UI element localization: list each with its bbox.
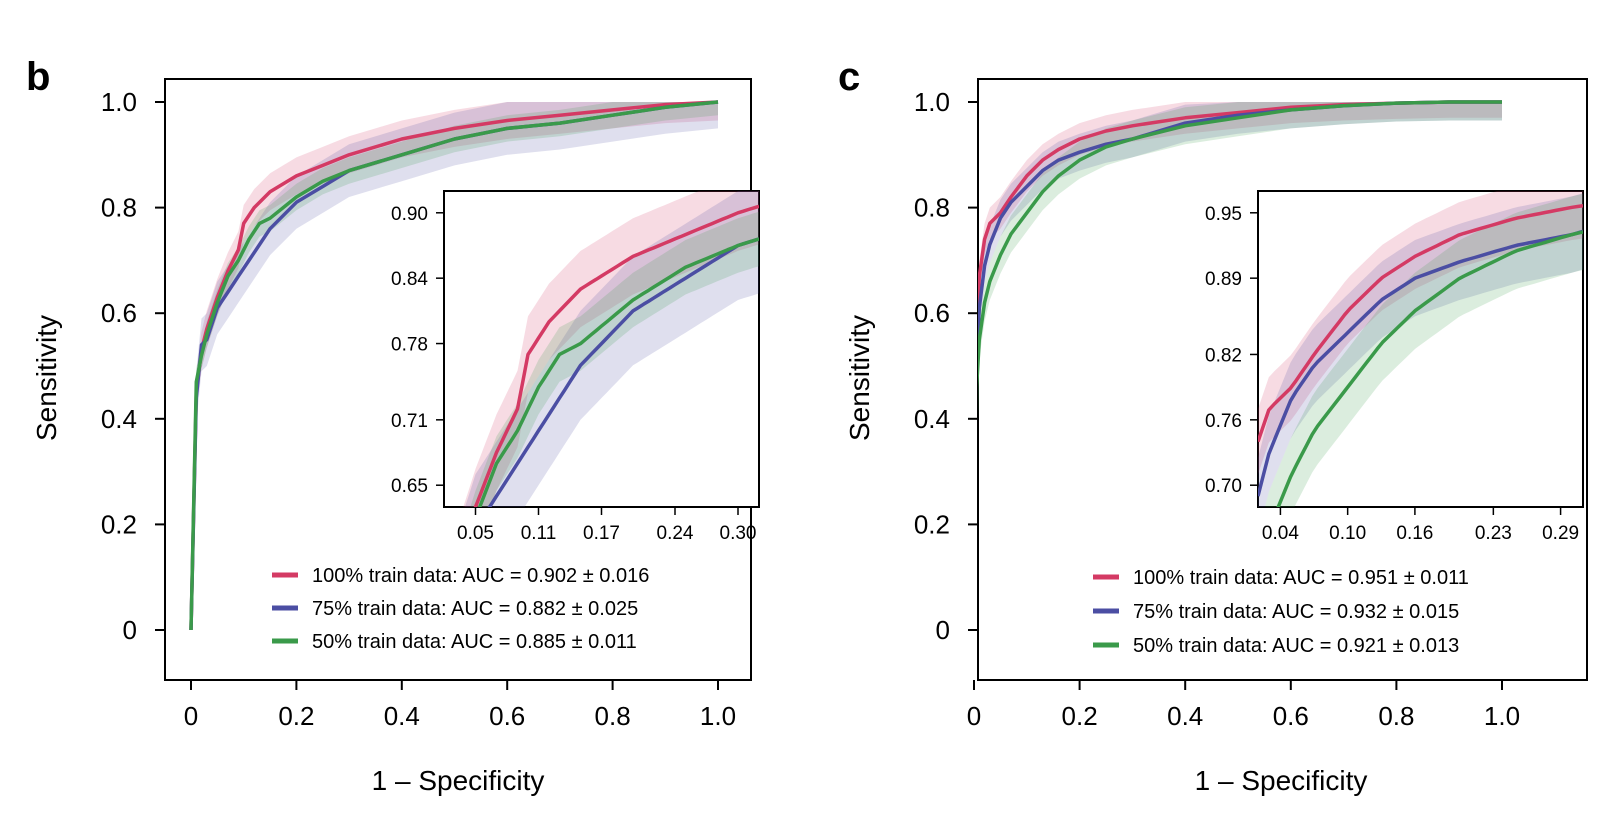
y-tick-label: 0	[123, 615, 137, 645]
inset-band-100-c	[1258, 191, 1583, 475]
inset-x-tick-label: 0.24	[657, 523, 694, 544]
inset-curves-c	[1258, 203, 1583, 507]
y-tick-label: 0.2	[101, 509, 137, 539]
x-tick-label: 1.0	[1484, 701, 1520, 731]
inset-y-tick-label: 0.95	[1205, 204, 1242, 225]
x-tick-label: 0	[184, 701, 198, 731]
panel-b: b 0 0.2 0.4 0.6 0.8 1.0 0 0.2 0.4 0.6 0.8 1.0 1 – …	[26, 55, 760, 796]
inset-line-75-c	[1258, 229, 1583, 497]
inset-x-ticks-b: 0.05 0.11 0.17 0.24 0.30	[457, 507, 756, 544]
legend-label-50-b: 50% train data: AUC = 0.885 ± 0.011	[312, 631, 637, 653]
x-tick-label: 0.4	[1167, 701, 1203, 731]
inset-curves-b	[473, 204, 759, 507]
inset-x-tick-label: 0.29	[1542, 523, 1579, 544]
inset-y-ticks-c: 0.70 0.76 0.82 0.89 0.95	[1205, 204, 1258, 497]
inset-line-50-b	[477, 237, 759, 507]
legend-label-75-b: 75% train data: AUC = 0.882 ± 0.025	[312, 598, 638, 620]
y-ticks-b: 0 0.2 0.4 0.6 0.8 1.0	[101, 87, 165, 645]
y-axis-label-b: Sensitivity	[31, 315, 62, 441]
y-tick-label: 0.8	[914, 193, 950, 223]
inset-y-tick-label: 0.82	[1205, 345, 1242, 366]
roc-curves-c	[978, 100, 1502, 420]
inset-x-tick-label: 0.17	[583, 523, 620, 544]
inset-y-tick-label: 0.84	[391, 269, 428, 290]
x-ticks-c: 0 0.2 0.4 0.6 0.8 1.0	[967, 680, 1520, 731]
x-tick-label: 0.8	[1378, 701, 1414, 731]
inset-line-50-c	[1276, 230, 1583, 507]
inset-y-tick-label: 0.89	[1205, 269, 1242, 290]
y-tick-label: 0.4	[101, 404, 137, 434]
x-tick-label: 0.6	[1273, 701, 1309, 731]
inset-band-100-b	[463, 191, 759, 507]
inset-x-ticks-c: 0.04 0.10 0.16 0.23 0.29	[1262, 507, 1579, 544]
legend-c: 100% train data: AUC = 0.951 ± 0.011 75%…	[1093, 567, 1469, 657]
x-tick-label: 0.6	[489, 701, 525, 731]
inset-y-tick-label: 0.90	[391, 204, 428, 225]
legend-label-75-c: 75% train data: AUC = 0.932 ± 0.015	[1133, 601, 1459, 623]
inset-y-tick-label: 0.71	[391, 411, 428, 432]
inset-band-50-b	[470, 211, 759, 507]
y-tick-label: 0.8	[101, 193, 137, 223]
inset-line-100-b	[473, 204, 759, 507]
legend-label-100-c: 100% train data: AUC = 0.951 ± 0.011	[1133, 567, 1469, 589]
y-tick-label: 1.0	[914, 87, 950, 117]
panel-letter-b: b	[26, 55, 50, 99]
inset-x-tick-label: 0.16	[1396, 523, 1433, 544]
roc-line-50-c	[978, 100, 1502, 420]
inset-band-50-c	[1264, 193, 1583, 507]
inset-x-tick-label: 0.10	[1329, 523, 1366, 544]
inset-y-tick-label: 0.76	[1205, 411, 1242, 432]
inset-y-tick-label: 0.70	[1205, 476, 1242, 497]
inset-band-75-c	[1258, 193, 1583, 507]
roc-curves-b	[189, 100, 719, 631]
y-ticks-c: 0 0.2 0.4 0.6 0.8 1.0	[914, 87, 978, 645]
inset-x-tick-label: 0.23	[1475, 523, 1512, 544]
y-tick-label: 1.0	[101, 87, 137, 117]
roc-line-50-b	[189, 100, 719, 631]
legend-label-100-b: 100% train data: AUC = 0.902 ± 0.016	[312, 565, 649, 587]
x-ticks-b: 0 0.2 0.4 0.6 0.8 1.0	[184, 680, 736, 731]
x-tick-label: 0.2	[278, 701, 314, 731]
y-axis-label-c: Sensitivity	[844, 315, 875, 441]
x-tick-label: 1.0	[700, 701, 736, 731]
y-tick-label: 0	[936, 615, 950, 645]
x-tick-label: 0	[967, 701, 981, 731]
inset-x-tick-label: 0.30	[720, 523, 757, 544]
inset-x-tick-label: 0.04	[1262, 523, 1299, 544]
x-tick-label: 0.4	[384, 701, 420, 731]
inset-x-tick-label: 0.05	[457, 523, 494, 544]
x-axis-label-b: 1 – Specificity	[372, 765, 545, 796]
inset-line-75-b	[487, 237, 759, 507]
panel-c: c 0 0.2 0.4 0.6 0.8 1.0 0 0.2 0.4 0.6 0.8 1.0 1 – …	[838, 55, 1588, 796]
y-tick-label: 0.6	[914, 298, 950, 328]
inset-y-tick-label: 0.78	[391, 335, 428, 356]
y-tick-label: 0.4	[914, 404, 950, 434]
inset-line-100-c	[1258, 203, 1583, 443]
inset-bands-c	[1258, 191, 1583, 507]
inset-x-tick-label: 0.11	[521, 523, 557, 544]
x-tick-label: 0.8	[595, 701, 631, 731]
inset-y-ticks-b: 0.65 0.71 0.78 0.84 0.90	[391, 204, 444, 497]
inset-y-tick-label: 0.65	[391, 476, 428, 497]
y-tick-label: 0.6	[101, 298, 137, 328]
legend-b: 100% train data: AUC = 0.902 ± 0.016 75%…	[272, 565, 649, 653]
y-tick-label: 0.2	[914, 509, 950, 539]
panel-letter-c: c	[838, 55, 860, 99]
x-axis-label-c: 1 – Specificity	[1195, 765, 1368, 796]
legend-label-50-c: 50% train data: AUC = 0.921 ± 0.013	[1133, 635, 1459, 657]
x-tick-label: 0.2	[1062, 701, 1098, 731]
